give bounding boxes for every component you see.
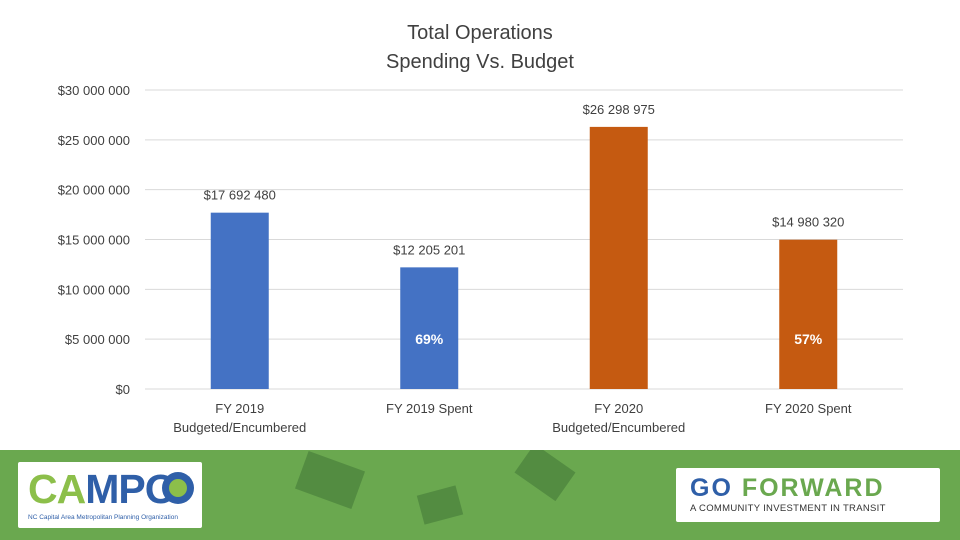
- campo-swirl-icon: [162, 472, 194, 504]
- category-label: FY 2020 Spent: [765, 401, 852, 416]
- bar: [589, 126, 648, 390]
- go-forward-wordmark-part: GO: [690, 474, 742, 502]
- background-shape: [294, 450, 366, 510]
- go-forward-logo[interactable]: GO FORWARD A COMMUNITY INVESTMENT IN TRA…: [676, 468, 940, 522]
- bar-percent-label: 57%: [794, 331, 823, 347]
- bar-value-label: $12 205 201: [393, 242, 465, 257]
- gridlines: [145, 89, 903, 390]
- bar-value-label: $17 692 480: [204, 188, 276, 203]
- go-forward-wordmark-part: FORWARD: [741, 474, 885, 502]
- percent-labels: 69% 57%: [415, 331, 823, 347]
- y-tick-label: $15 000 000: [58, 233, 130, 248]
- bar-value-label: $26 298 975: [583, 102, 655, 117]
- category-label: FY 2019: [215, 401, 264, 416]
- bar-percent-label: 69%: [415, 331, 444, 347]
- y-tick-label: $0: [116, 382, 130, 397]
- category-label: Budgeted/Encumbered: [173, 420, 306, 435]
- bars: [210, 126, 838, 390]
- footer-banner: CAMPO NC Capital Area Metropolitan Plann…: [0, 450, 960, 540]
- go-forward-tagline: A COMMUNITY INVESTMENT IN TRANSIT: [690, 503, 886, 514]
- background-shape: [416, 485, 464, 525]
- y-axis-tick-labels: $0 $5 000 000 $10 000 000 $15 000 000 $20 00…: [58, 83, 130, 397]
- y-tick-label: $10 000 000: [58, 282, 130, 297]
- bar: [779, 239, 838, 389]
- y-tick-label: $5 000 000: [65, 332, 130, 347]
- category-labels: FY 2019 Budgeted/Encumbered FY 2019 Spent F…: [173, 401, 852, 435]
- bar: [400, 267, 459, 389]
- y-tick-label: $30 000 000: [58, 83, 130, 98]
- bar: [210, 212, 269, 389]
- chart-title-line-1: Total Operations: [407, 22, 553, 44]
- go-forward-wordmark: GO FORWARD: [690, 474, 885, 502]
- bar-value-label: $14 980 320: [772, 215, 844, 230]
- campo-logo[interactable]: CAMPO NC Capital Area Metropolitan Plann…: [18, 462, 202, 528]
- campo-subtitle: NC Capital Area Metropolitan Planning Or…: [28, 514, 178, 521]
- category-label: Budgeted/Encumbered: [552, 420, 685, 435]
- background-shape: [514, 450, 576, 502]
- category-label: FY 2019 Spent: [386, 401, 473, 416]
- value-labels: $17 692 480 $12 205 201 $26 298 975 $14 980…: [204, 102, 845, 257]
- category-label: FY 2020: [594, 401, 643, 416]
- chart-title-line-2: Spending Vs. Budget: [386, 51, 574, 73]
- campo-wordmark-part: MP: [85, 466, 145, 512]
- campo-wordmark: CAMPO: [28, 466, 177, 512]
- campo-wordmark-part: CA: [28, 466, 86, 512]
- y-tick-label: $25 000 000: [58, 133, 130, 148]
- bar-chart: $0 $5 000 000 $10 000 000 $15 000 000 $20 00…: [58, 22, 903, 435]
- y-tick-label: $20 000 000: [58, 183, 130, 198]
